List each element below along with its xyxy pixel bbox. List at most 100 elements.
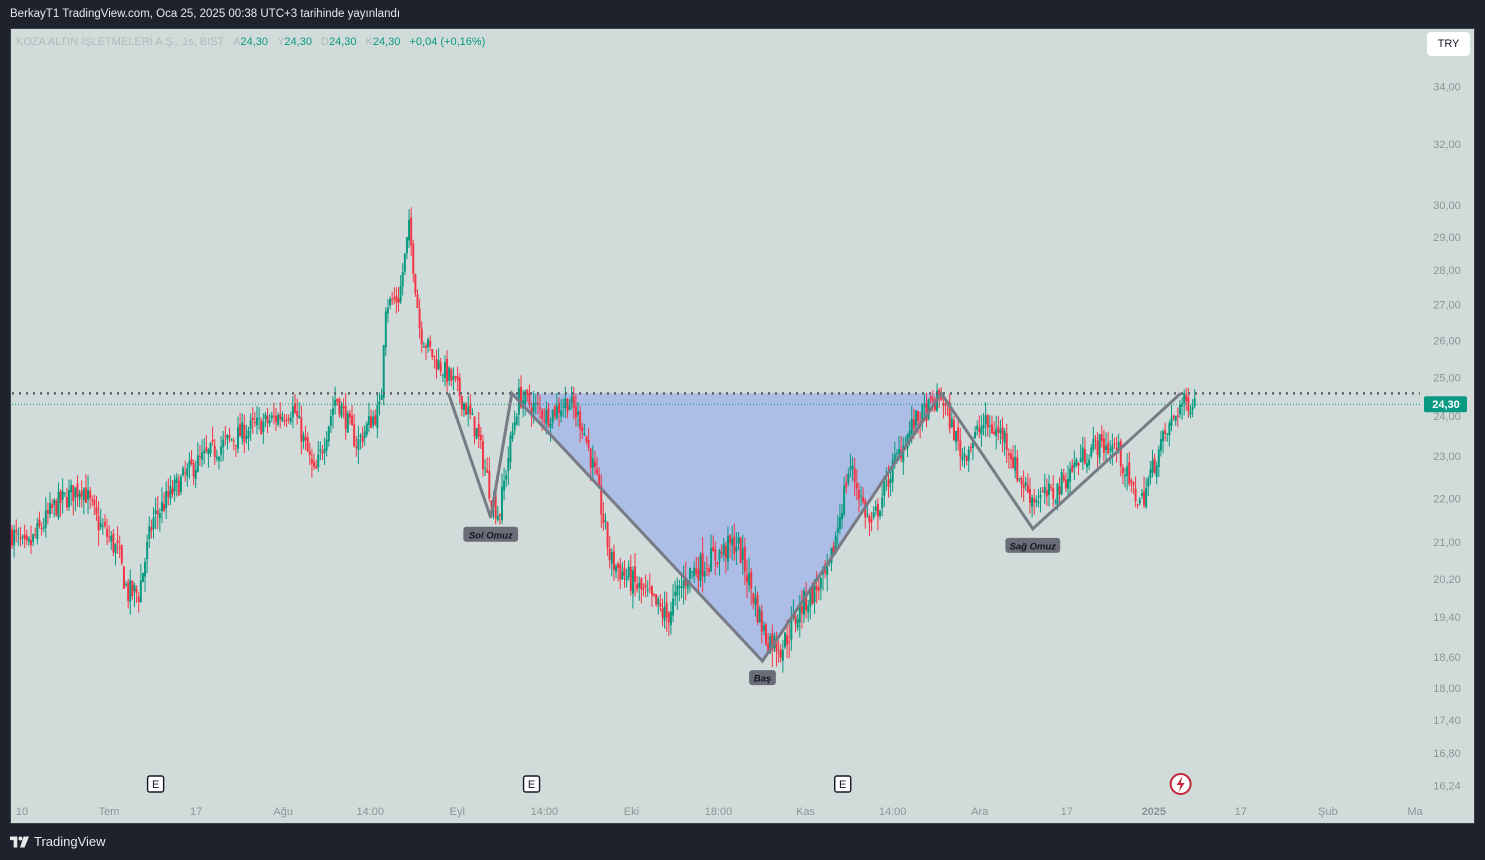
candle-body [587,440,590,448]
candle-body [530,408,533,415]
candle-body [572,396,575,408]
candle-body [815,585,818,590]
candle-body [762,625,765,631]
candle-body [1050,487,1053,489]
candle-body [127,582,130,601]
candle-body [1183,393,1186,404]
candle-body [327,426,330,442]
candle-body [215,456,218,459]
candle-body [437,360,440,370]
candle-body [1115,447,1118,450]
time-tick-label: 14:00 [879,806,907,818]
candle-body [929,396,932,400]
candle-body [507,458,510,472]
candle-body [465,403,468,415]
candle-body [661,608,664,618]
candle-body [68,489,71,508]
candle-body [108,536,111,538]
candle-body [921,404,924,423]
candle-body [948,402,951,429]
tradingview-logo-icon [10,836,30,847]
candle-body [424,345,427,348]
candle-body [1086,463,1089,468]
candle-body [334,399,337,406]
candle-body [72,485,75,502]
candle-body [534,403,537,405]
candle-body [59,491,62,504]
candle-body [1185,394,1188,402]
candle-body [279,414,282,420]
currency-button[interactable]: TRY [1427,32,1470,56]
candle-body [49,502,52,515]
candle-body [931,398,934,402]
tradingview-logo[interactable]: TradingView [10,834,106,849]
candle-body [340,405,343,417]
candle-body [173,479,176,492]
candle-body [678,585,681,588]
candle-body [555,405,558,419]
candle-body [467,407,470,415]
candle-body [236,427,239,449]
candle-body [564,398,567,408]
high-value: 24,30 [284,36,312,48]
candle-body [1134,488,1137,502]
candle-body [247,430,250,438]
candle-body [454,375,457,378]
candle-body [112,533,115,553]
candle-body [315,466,318,469]
candle-body [353,424,356,447]
candle-body [515,416,518,425]
candle-body [372,416,375,426]
price-tick-label: 18,60 [1433,652,1461,664]
candle-body [1014,456,1017,471]
candle-body [15,529,18,533]
candle-body [414,274,417,294]
candle-body [374,415,377,425]
candle-body [281,416,284,421]
candle-body [697,569,700,581]
candle-body [1174,416,1177,421]
candle-body [53,499,56,505]
candle-body [674,592,677,596]
candle-body [997,426,1000,433]
candle-body [386,308,389,314]
candle-body [395,295,398,302]
candle-body [490,500,493,508]
earnings-marker-icon[interactable]: E [146,775,165,793]
candle-body [389,298,392,306]
candle-body [621,571,624,580]
candle-body [1064,479,1067,489]
candle-body [165,490,168,509]
candle-body [70,485,73,493]
candle-body [89,490,92,499]
candle-body [1151,460,1154,473]
earnings-marker-icon[interactable]: E [834,775,852,793]
pattern-label: Sağ Omuz [1010,541,1057,552]
candle-body [160,501,163,512]
candle-body [684,577,687,587]
candle-body [737,537,740,544]
candle-body [849,466,852,470]
candle-body [87,490,90,500]
publish-bar: BerkayT1 TradingView.com, Oca 25, 2025 0… [0,0,1485,28]
candle-body [80,490,83,497]
candle-body [927,399,930,419]
candle-body [912,418,915,429]
candle-body [217,457,220,461]
change-value: +0,04 (+0,16%) [409,36,486,48]
candle-body [198,456,201,458]
candle-body [623,567,626,576]
candle-body [310,458,313,464]
candle-body [703,571,706,577]
earnings-marker-icon[interactable]: E [522,775,541,793]
candle-body [1037,502,1040,504]
lightning-icon[interactable] [1169,773,1192,795]
candle-body [1060,472,1063,495]
candle-body [879,510,882,517]
candle-body [547,408,550,426]
candle-body [646,589,649,591]
candle-body [610,552,613,564]
candle-body [473,416,476,437]
candle-body [714,549,717,561]
